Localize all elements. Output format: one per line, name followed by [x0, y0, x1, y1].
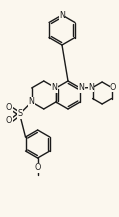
Text: N: N — [51, 84, 57, 92]
Text: N: N — [88, 83, 94, 92]
Text: O: O — [6, 117, 12, 125]
Text: O: O — [34, 163, 41, 173]
Text: N: N — [59, 10, 65, 20]
Text: O: O — [6, 104, 12, 112]
Text: O: O — [110, 83, 116, 92]
Text: N: N — [79, 84, 85, 92]
Text: N: N — [29, 97, 35, 107]
Text: S: S — [17, 110, 22, 118]
